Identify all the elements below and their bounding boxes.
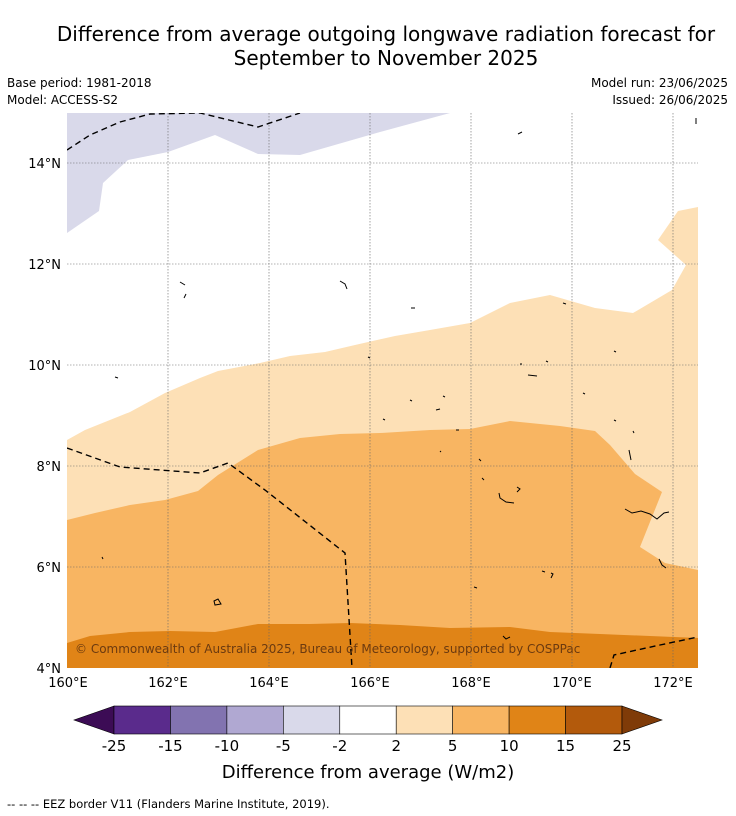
anomaly-10-15-region <box>67 623 698 668</box>
longitude-labels: 160°E 162°E 164°E 166°E 168°E 170°E 172°… <box>48 676 693 691</box>
colorbar-tick-label: 5 <box>448 737 458 755</box>
lat-label-8n: 8°N <box>37 460 62 475</box>
lon-label-172e: 172°E <box>653 676 693 691</box>
title-line-1: Difference from average outgoing longwav… <box>56 22 716 46</box>
issued-date: Issued: 26/06/2025 <box>612 93 728 107</box>
colorbar-tick-labels: -25 -15 -10 -5 -2 2 5 10 15 25 <box>102 737 632 755</box>
colorbar-swatch <box>565 705 623 735</box>
lon-label-160e: 160°E <box>48 676 88 691</box>
anomaly-5-10-region <box>67 421 698 668</box>
colorbar-swatch <box>339 705 397 735</box>
map-plot-area: © Commonwealth of Australia 2025, Bureau… <box>67 113 698 668</box>
colorbar-label: Difference from average (W/m2) <box>222 762 514 783</box>
graticule <box>67 113 698 668</box>
colorbar-swatch <box>508 705 566 735</box>
colorbar-tick-label: -15 <box>158 737 183 755</box>
colorbar-swatch <box>113 705 171 735</box>
lon-label-166e: 166°E <box>350 676 390 691</box>
lat-label-12n: 12°N <box>28 258 61 273</box>
lat-label-14n: 14°N <box>28 157 61 172</box>
colorbar-swatch <box>170 705 228 735</box>
lon-label-162e: 162°E <box>148 676 188 691</box>
eez-borders <box>67 113 698 668</box>
lon-label-168e: 168°E <box>451 676 491 691</box>
colorbar-extend-high <box>621 705 663 735</box>
colorbar-swatch <box>283 705 341 735</box>
colorbar-tick-label: -5 <box>276 737 291 755</box>
colorbar-tick-label: 25 <box>612 737 631 755</box>
title-line-2: September to November 2025 <box>233 46 539 70</box>
lon-label-164e: 164°E <box>249 676 289 691</box>
latitude-labels: 14°N 12°N 10°N 8°N 6°N 4°N <box>28 157 61 677</box>
colorbar <box>73 705 663 735</box>
colorbar-swatch <box>395 705 453 735</box>
base-period: Base period: 1981-2018 <box>7 76 152 90</box>
islands <box>101 118 697 640</box>
map-title: Difference from average outgoing longwav… <box>0 22 736 70</box>
colorbar-swatch <box>226 705 284 735</box>
eez-legend-note: -- -- -- EEZ border V11 (Flanders Marine… <box>7 797 330 811</box>
colorbar-tick-label: 2 <box>391 737 401 755</box>
copyright-text: © Commonwealth of Australia 2025, Bureau… <box>75 642 580 656</box>
forecast-map: © Commonwealth of Australia 2025, Bureau… <box>28 113 698 783</box>
lat-label-6n: 6°N <box>37 561 62 576</box>
lat-label-4n: 4°N <box>37 662 62 677</box>
colorbar-tick-label: 15 <box>556 737 575 755</box>
colorbar-tick-label: -2 <box>332 737 347 755</box>
colorbar-tick-label: -10 <box>215 737 240 755</box>
colorbar-tick-label: 10 <box>500 737 519 755</box>
colorbar-swatch <box>452 705 510 735</box>
colorbar-extend-low <box>73 705 115 735</box>
negative-anomaly-region <box>67 113 450 233</box>
lat-label-10n: 10°N <box>28 359 61 374</box>
model-run: Model run: 23/06/2025 <box>590 76 728 90</box>
lon-label-170e: 170°E <box>552 676 592 691</box>
model-name: Model: ACCESS-S2 <box>7 93 119 107</box>
colorbar-tick-label: -25 <box>102 737 127 755</box>
